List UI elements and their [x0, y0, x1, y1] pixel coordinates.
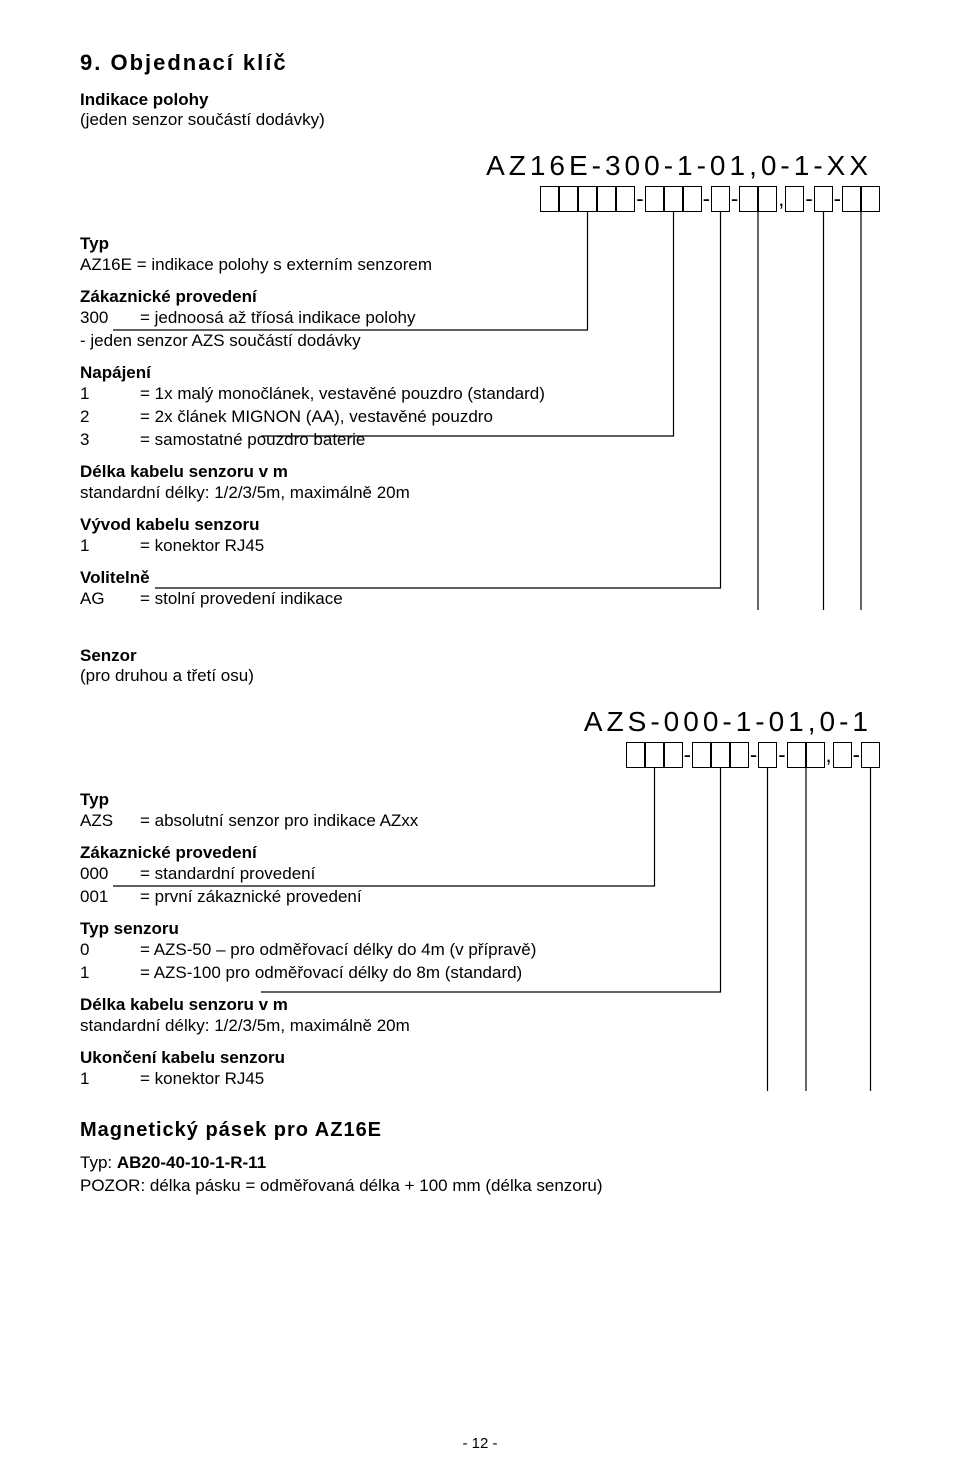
code-box — [842, 186, 861, 212]
code-box — [626, 742, 645, 768]
order-block-2: AZS-000-1-01,0-1 ---,- Typ AZS= absolutn… — [80, 706, 880, 1091]
v: = AZS-50 – pro odměřovací délky do 4m (v… — [140, 940, 536, 959]
v: = AZS-100 pro odměřovací délky do 8m (st… — [140, 963, 522, 982]
code-box — [711, 742, 730, 768]
lbl-zak: Zákaznické provedení — [80, 287, 257, 307]
k: AZS — [80, 810, 140, 833]
code-box — [758, 186, 777, 212]
k: 3 — [80, 429, 140, 452]
code-box — [787, 742, 806, 768]
paren-2: (pro druhou a třetí osu) — [80, 666, 880, 686]
code-box — [730, 742, 749, 768]
mag-title: Magnetický pásek pro AZ16E — [80, 1119, 880, 1142]
code-box — [861, 742, 880, 768]
v: = 2x článek MIGNON (AA), vestavěné pouzd… — [140, 407, 493, 426]
paren-1: (jeden senzor součástí dodávky) — [80, 110, 880, 130]
sep: - — [749, 742, 758, 768]
v: = konektor RJ45 — [140, 536, 264, 555]
order-block-1: AZ16E-300-1-01,0-1-XX ---,-- Typ AZ16E =… — [80, 150, 880, 610]
r: standardní délky: 1/2/3/5m, maximálně 20… — [80, 1015, 880, 1038]
v: = stolní provedení indikace — [140, 589, 343, 608]
k: 1 — [80, 383, 140, 406]
k: 1 — [80, 962, 140, 985]
lbl-typ2: Typ — [80, 790, 109, 810]
sep: - — [833, 186, 842, 212]
sep: - — [635, 186, 644, 212]
code-box — [664, 186, 683, 212]
lbl-delka2: Délka kabelu senzoru v m — [80, 995, 288, 1015]
r: standardní délky: 1/2/3/5m, maximálně 20… — [80, 482, 880, 505]
v: = první zákaznické provedení — [140, 887, 362, 906]
sep: - — [730, 186, 739, 212]
k: 1 — [80, 535, 140, 558]
code-box — [785, 186, 804, 212]
sep: - — [777, 742, 786, 768]
section-title: 9. Objednací klíč — [80, 50, 880, 76]
sep: , — [825, 742, 833, 768]
code-box — [739, 186, 758, 212]
code-box — [711, 186, 730, 212]
lbl-typsen: Typ senzoru — [80, 919, 179, 939]
k: 0 — [80, 939, 140, 962]
k: 000 — [80, 863, 140, 886]
code-box — [645, 186, 664, 212]
code-box — [833, 742, 852, 768]
code-box — [814, 186, 833, 212]
mag-note: POZOR: délka pásku = odměřovaná délka + … — [80, 1175, 880, 1198]
sep: - — [852, 742, 861, 768]
code-box — [559, 186, 578, 212]
code-1: AZ16E-300-1-01,0-1-XX — [80, 150, 872, 182]
lbl-delka: Délka kabelu senzoru v m — [80, 462, 288, 482]
k: 001 — [80, 886, 140, 909]
lbl-nap: Napájení — [80, 363, 151, 383]
lbl-zak2: Zákaznické provedení — [80, 843, 257, 863]
v: = samostatné pouzdro baterie — [140, 430, 365, 449]
v: = absolutní senzor pro indikace AZxx — [140, 811, 418, 830]
sep: - — [804, 186, 813, 212]
code-box — [645, 742, 664, 768]
code-box — [597, 186, 616, 212]
code-box — [806, 742, 825, 768]
mag-typ-label: Typ: — [80, 1153, 117, 1172]
v: = standardní provedení — [140, 864, 315, 883]
boxes-2: ---,- — [80, 742, 880, 768]
k: AG — [80, 588, 140, 611]
v: = jednoosá až tříosá indikace polohy — [140, 308, 416, 327]
code-box — [861, 186, 880, 212]
lbl-ukon: Ukončení kabelu senzoru — [80, 1048, 285, 1068]
code-box — [578, 186, 597, 212]
sep: - — [702, 186, 711, 212]
code-box — [664, 742, 683, 768]
r: AZ16E = indikace polohy s externím senzo… — [80, 254, 880, 277]
sep: , — [777, 186, 785, 212]
k: 1 — [80, 1068, 140, 1091]
code-box — [616, 186, 635, 212]
sub-senzor: Senzor — [80, 646, 880, 666]
code-box — [692, 742, 711, 768]
lbl-vyvod: Vývod kabelu senzoru — [80, 515, 260, 535]
sub-indikace: Indikace polohy — [80, 90, 880, 110]
k: 2 — [80, 406, 140, 429]
code-box — [758, 742, 777, 768]
code-box — [683, 186, 702, 212]
page-number: - 12 - — [0, 1435, 960, 1452]
r: - jeden senzor AZS součástí dodávky — [80, 330, 880, 353]
code-box — [540, 186, 559, 212]
v: = 1x malý monočlánek, vestavěné pouzdro … — [140, 384, 545, 403]
sep: - — [683, 742, 692, 768]
code-2: AZS-000-1-01,0-1 — [80, 706, 872, 738]
k: 300 — [80, 307, 140, 330]
lbl-typ: Typ — [80, 234, 109, 254]
boxes-1: ---,-- — [80, 186, 880, 212]
mag-typ-val: AB20-40-10-1-R-11 — [117, 1153, 266, 1172]
v: = konektor RJ45 — [140, 1069, 264, 1088]
lbl-vol: Volitelně — [80, 568, 150, 588]
